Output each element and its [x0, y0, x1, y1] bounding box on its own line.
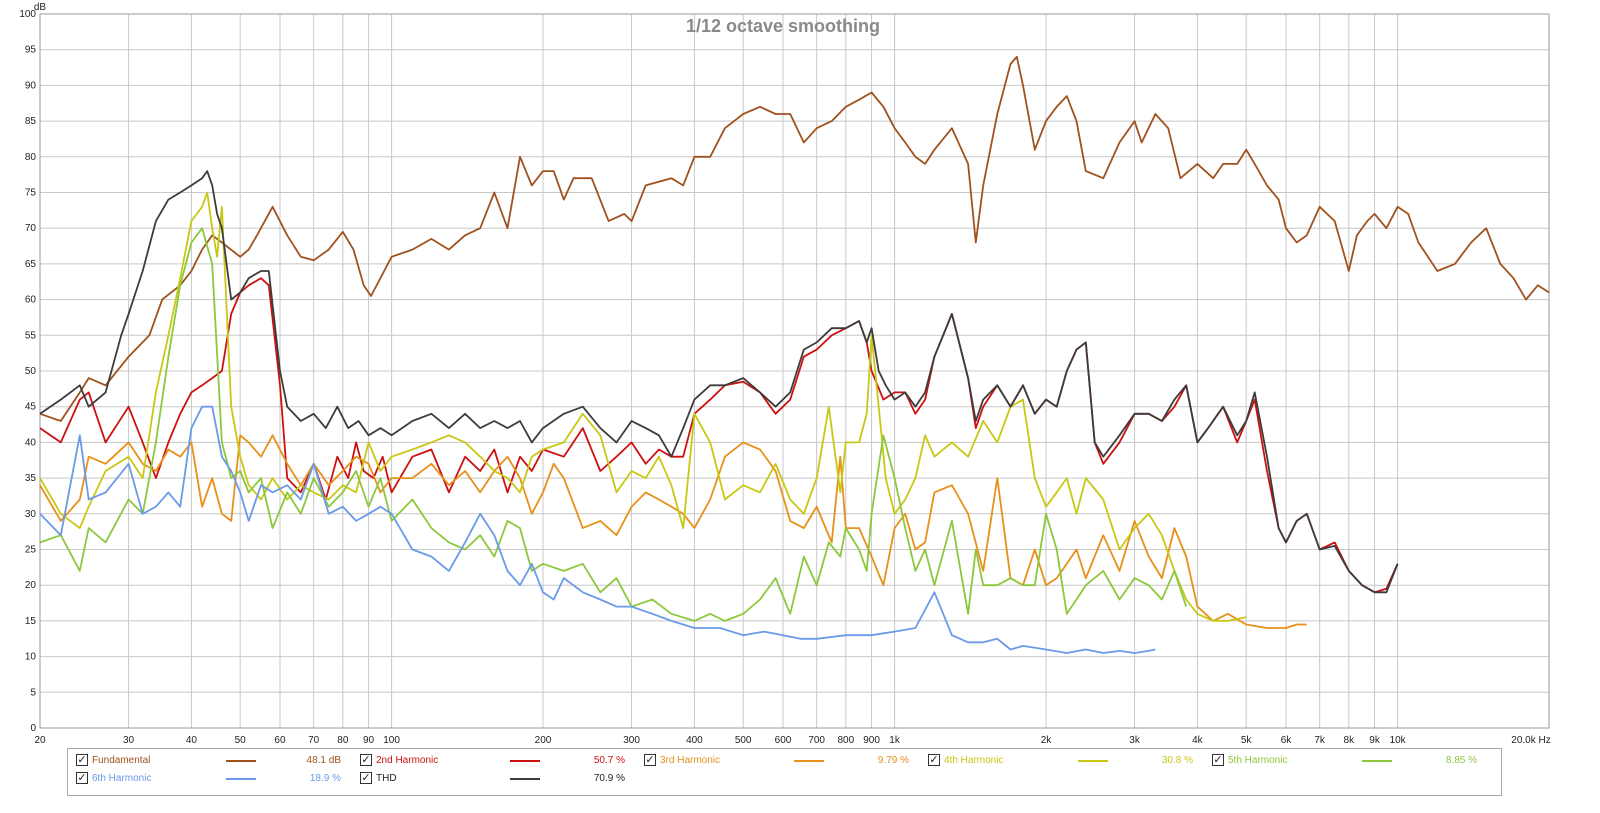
legend-value: 8.85 % — [1445, 755, 1477, 766]
legend: ✓ Fundamental 48.1 dB ✓ 2nd Harmonic 50.7 % ✓ 3… — [67, 748, 1502, 796]
x-tick-label: 300 — [623, 735, 640, 746]
y-tick-label: 25 — [25, 545, 37, 556]
legend-label: 5th Harmonic — [1228, 755, 1288, 766]
legend-label: 4th Harmonic — [944, 755, 1004, 766]
legend-checkbox-fundamental[interactable]: ✓ — [76, 754, 88, 766]
y-tick-label: 85 — [25, 116, 37, 127]
legend-value: 9.79 % — [877, 755, 909, 766]
legend-swatch — [794, 760, 824, 762]
x-tick-label: 40 — [186, 735, 198, 746]
x-tick-label: 3k — [1129, 735, 1141, 746]
y-tick-label: 30 — [25, 509, 37, 520]
legend-label: 2nd Harmonic — [376, 755, 439, 766]
legend-value: 30.8 % — [1161, 755, 1193, 766]
y-tick-label: 40 — [25, 437, 37, 448]
legend-checkbox-6th-harmonic[interactable]: ✓ — [76, 772, 88, 784]
legend-item-3rd-harmonic: ✓ 3rd Harmonic 9.79 % — [644, 753, 924, 769]
y-tick-label: 55 — [25, 330, 37, 341]
x-tick-label: 90 — [363, 735, 375, 746]
legend-item-2nd-harmonic: ✓ 2nd Harmonic 50.7 % — [360, 753, 640, 769]
legend-checkbox-thd[interactable]: ✓ — [360, 772, 372, 784]
grid — [39, 13, 1550, 729]
legend-checkbox-5th-harmonic[interactable]: ✓ — [1212, 754, 1224, 766]
y-tick-label: 0 — [30, 723, 36, 734]
legend-checkbox-2nd-harmonic[interactable]: ✓ — [360, 754, 372, 766]
legend-label: Fundamental — [92, 755, 151, 766]
y-tick-label: 5 — [30, 687, 36, 698]
y-tick-label: 15 — [25, 616, 37, 627]
x-tick-label: 400 — [686, 735, 703, 746]
x-tick-label: 900 — [863, 735, 880, 746]
y-tick-label: 45 — [25, 402, 37, 413]
legend-swatch — [226, 760, 256, 762]
legend-value: 48.1 dB — [306, 755, 341, 766]
legend-item-6th-harmonic: ✓ 6th Harmonic 18.9 % — [76, 771, 356, 787]
y-axis-unit-label: dB — [34, 2, 47, 13]
legend-swatch — [1362, 760, 1392, 762]
legend-item-5th-harmonic: ✓ 5th Harmonic 8.85 % — [1212, 753, 1492, 769]
x-tick-label: 1k — [889, 735, 901, 746]
x-tick-label: 800 — [837, 735, 854, 746]
legend-value: 50.7 % — [593, 755, 625, 766]
axes: 0 5 10 15 20 25 30 35 40 45 50 55 60 65 70 75 80 85 90 95 10… — [19, 9, 1550, 746]
legend-value: 18.9 % — [309, 773, 341, 784]
y-tick-label: 50 — [25, 366, 37, 377]
y-tick-label: 35 — [25, 473, 37, 484]
y-tick-label: 75 — [25, 188, 37, 199]
series-line-fundamental — [39, 55, 1550, 422]
legend-item-thd: ✓ THD 70.9 % — [360, 771, 640, 787]
plot-border — [39, 13, 1550, 729]
legend-checkbox-3rd-harmonic[interactable]: ✓ — [644, 754, 656, 766]
x-tick-label: 200 — [535, 735, 552, 746]
legend-item-4th-harmonic: ✓ 4th Harmonic 30.8 % — [928, 753, 1208, 769]
x-tick-label: 20 — [34, 735, 46, 746]
legend-checkbox-4th-harmonic[interactable]: ✓ — [928, 754, 940, 766]
y-tick-label: 65 — [25, 259, 37, 270]
x-tick-label: 700 — [808, 735, 825, 746]
y-tick-label: 80 — [25, 152, 37, 163]
series-line-3rd-harmonic — [39, 434, 1307, 629]
legend-swatch — [510, 760, 540, 762]
legend-label: 6th Harmonic — [92, 773, 152, 784]
legend-value: 70.9 % — [593, 773, 625, 784]
x-tick-label: 5k — [1241, 735, 1253, 746]
x-tick-label: 600 — [775, 735, 792, 746]
legend-label: THD — [376, 773, 397, 784]
x-tick-label: 80 — [337, 735, 349, 746]
y-tick-label: 95 — [25, 45, 37, 56]
y-tick-label: 60 — [25, 295, 37, 306]
frequency-response-chart: 0 5 10 15 20 25 30 35 40 45 50 55 60 65 70 75 80 85 90 95 10… — [19, 2, 1550, 746]
x-tick-label: 8k — [1344, 735, 1356, 746]
legend-swatch — [1078, 760, 1108, 762]
x-tick-label: 500 — [735, 735, 752, 746]
series-line-thd — [39, 170, 1399, 594]
series-line-4th-harmonic — [39, 191, 1247, 622]
series-line-6th-harmonic — [39, 405, 1156, 654]
x-tick-label: 10k — [1390, 735, 1407, 746]
y-tick-label: 90 — [25, 80, 37, 91]
series-line-5th-harmonic — [39, 227, 1188, 622]
x-tick-label: 50 — [235, 735, 247, 746]
x-tick-label: 20.0k Hz — [1511, 735, 1550, 746]
x-tick-label: 2k — [1041, 735, 1053, 746]
chart-title: 1/12 octave smoothing — [686, 16, 880, 36]
x-tick-label: 4k — [1192, 735, 1204, 746]
legend-item-fundamental: ✓ Fundamental 48.1 dB — [76, 753, 356, 769]
y-tick-label: 70 — [25, 223, 37, 234]
y-tick-label: 10 — [25, 652, 37, 663]
legend-swatch — [510, 778, 540, 780]
x-tick-label: 6k — [1281, 735, 1293, 746]
x-tick-label: 100 — [383, 735, 400, 746]
y-tick-label: 20 — [25, 580, 37, 591]
y-tick-label: 100 — [19, 9, 36, 20]
x-tick-label: 60 — [274, 735, 286, 746]
x-tick-label: 70 — [308, 735, 320, 746]
legend-label: 3rd Harmonic — [660, 755, 721, 766]
series-lines — [39, 55, 1550, 654]
legend-swatch — [226, 778, 256, 780]
x-tick-label: 7k — [1314, 735, 1326, 746]
x-tick-label: 9k — [1369, 735, 1381, 746]
x-tick-label: 30 — [123, 735, 135, 746]
